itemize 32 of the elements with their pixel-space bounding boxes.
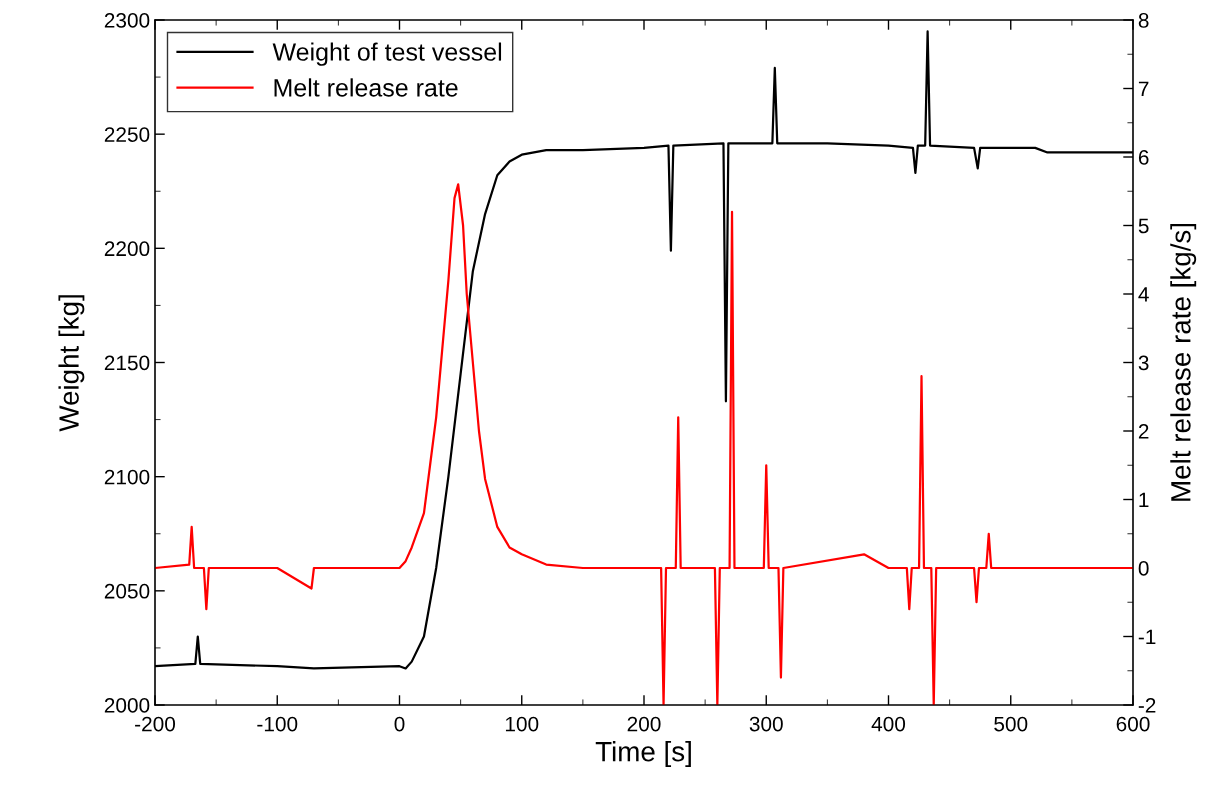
legend-label: Melt release rate	[274, 78, 458, 97]
x-tick-label: 100	[505, 716, 539, 732]
y2-tick-label: 8	[1138, 13, 1149, 28]
x-tick-label: 600	[1116, 716, 1150, 732]
y2-axis-title: Melt release rate [kg/s]	[1170, 223, 1197, 501]
x-tick-label: 400	[871, 716, 906, 732]
y2-tick-label: 7	[1138, 81, 1149, 97]
legend-label: Weight of test vessel	[272, 42, 502, 66]
y2-tick-label: 4	[1138, 287, 1149, 302]
y2-tick-label: 6	[1138, 150, 1149, 165]
y-tick-label: 2250	[104, 127, 150, 142]
x-tick-label: -100	[257, 716, 298, 732]
y2-tick-label: 2	[1138, 424, 1149, 439]
y-tick-label: 2300	[104, 13, 150, 28]
x-tick-label: -200	[135, 716, 176, 732]
y-tick-label: 2200	[104, 241, 150, 257]
y2-tick-label: 1	[1139, 492, 1149, 508]
y2-tick-label: -2	[1138, 698, 1156, 713]
x-tick-label: 200	[627, 716, 661, 732]
x-tick-label: 300	[749, 716, 783, 732]
x-tick-label: 500	[994, 716, 1028, 732]
y-tick-label: 2000	[104, 698, 150, 713]
y-axis-title: Weight [kg]	[58, 295, 85, 432]
y2-tick-label: 5	[1138, 218, 1149, 234]
y-tick-label: 2150	[104, 355, 150, 371]
x-axis-title: Time [s]	[595, 741, 691, 767]
y-tick-label: 2050	[104, 583, 150, 599]
y-tick-label: 2100	[104, 469, 150, 485]
x-tick-label: 0	[394, 716, 405, 732]
y2-tick-label: 0	[1138, 561, 1149, 576]
y2-tick-label: 3	[1138, 355, 1149, 371]
y2-tick-label: -1	[1138, 629, 1156, 645]
